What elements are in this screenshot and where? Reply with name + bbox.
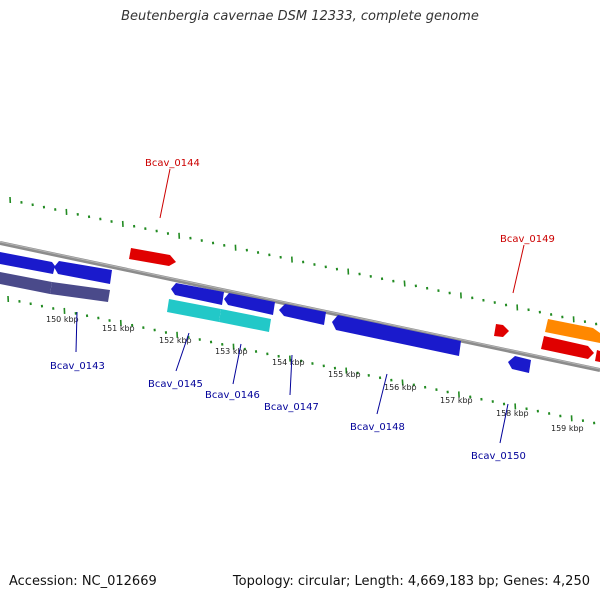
gene-label-bcav-0147: Bcav_0147 <box>264 402 319 413</box>
gene-left-edge-blue-arrow <box>0 252 55 274</box>
gene-label-bcav-0146: Bcav_0146 <box>205 390 260 401</box>
gene-red-right-arrow <box>541 336 594 359</box>
reverse-strand-genes <box>0 252 531 373</box>
leader-bcav-0146 <box>232 343 242 385</box>
genome-backbone-highlight <box>0 241 600 370</box>
gene-label-bcav-0149: Bcav_0149 <box>500 234 555 245</box>
tick-label-156: 156 kbp <box>384 383 417 392</box>
gene-bcav-0146-arrow <box>224 293 275 315</box>
outer-scale-ticks <box>9 196 598 326</box>
topology-summary-text: Topology: circular; Length: 4,669,183 bp… <box>232 574 590 589</box>
gene-label-bcav-0143: Bcav_0143 <box>50 361 105 372</box>
gene-cyan-band-right <box>219 309 271 332</box>
gene-bcav-0143-arrow <box>54 261 112 284</box>
scale-labels: 150 kbp 151 kbp 152 kbp 153 kbp 154 kbp … <box>46 315 584 433</box>
leader-bcav-0145 <box>175 332 190 372</box>
leader-bcav-0147 <box>289 354 293 396</box>
gene-bcav-0145-arrow <box>171 283 224 305</box>
gene-label-bcav-0144: Bcav_0144 <box>145 158 200 169</box>
tick-label-159: 159 kbp <box>551 424 584 433</box>
tick-label-152: 152 kbp <box>159 336 192 345</box>
gene-label-bcav-0145: Bcav_0145 <box>148 379 203 390</box>
gene-label-bcav-0150: Bcav_0150 <box>471 451 526 462</box>
gene-orange-arrow <box>545 319 600 343</box>
leader-bcav-0149 <box>512 244 525 294</box>
leader-bcav-0150 <box>499 403 509 444</box>
gene-slate-band-right <box>50 282 110 302</box>
genome-backbone <box>0 241 600 372</box>
tick-label-157: 157 kbp <box>440 396 473 405</box>
leader-bcav-0144 <box>159 168 171 219</box>
gene-bcav-0150-arrow <box>508 356 531 373</box>
gene-bcav-0147-arrow <box>279 304 326 325</box>
gene-bcav-0148-arrow <box>332 315 461 356</box>
tick-label-155: 155 kbp <box>328 370 361 379</box>
inner-scale-ticks <box>7 295 596 425</box>
leader-bcav-0143 <box>75 311 78 353</box>
gene-slate-band-left <box>0 272 52 294</box>
tick-label-158: 158 kbp <box>496 409 529 418</box>
tick-label-154: 154 kbp <box>272 358 305 367</box>
tick-label-150: 150 kbp <box>46 315 79 324</box>
gene-bcav-0149-arrow <box>494 324 509 337</box>
accession-text: Accession: NC_012669 <box>9 574 157 589</box>
tick-label-153: 153 kbp <box>215 347 248 356</box>
leader-bcav-0148 <box>376 373 388 415</box>
tick-label-151: 151 kbp <box>102 324 135 333</box>
gene-cyan-band-left <box>167 299 221 322</box>
gene-label-bcav-0148: Bcav_0148 <box>350 422 405 433</box>
gene-red-edge-arrow <box>595 350 600 362</box>
forward-strand-genes <box>129 248 600 362</box>
label-leader-lines <box>75 168 525 444</box>
gene-bcav-0144-arrow <box>129 248 176 266</box>
gene-labels: Bcav_0144 Bcav_0149 Bcav_0143 Bcav_0145 … <box>50 158 555 462</box>
figure-title: Beutenbergia cavernae DSM 12333, complet… <box>121 9 479 24</box>
